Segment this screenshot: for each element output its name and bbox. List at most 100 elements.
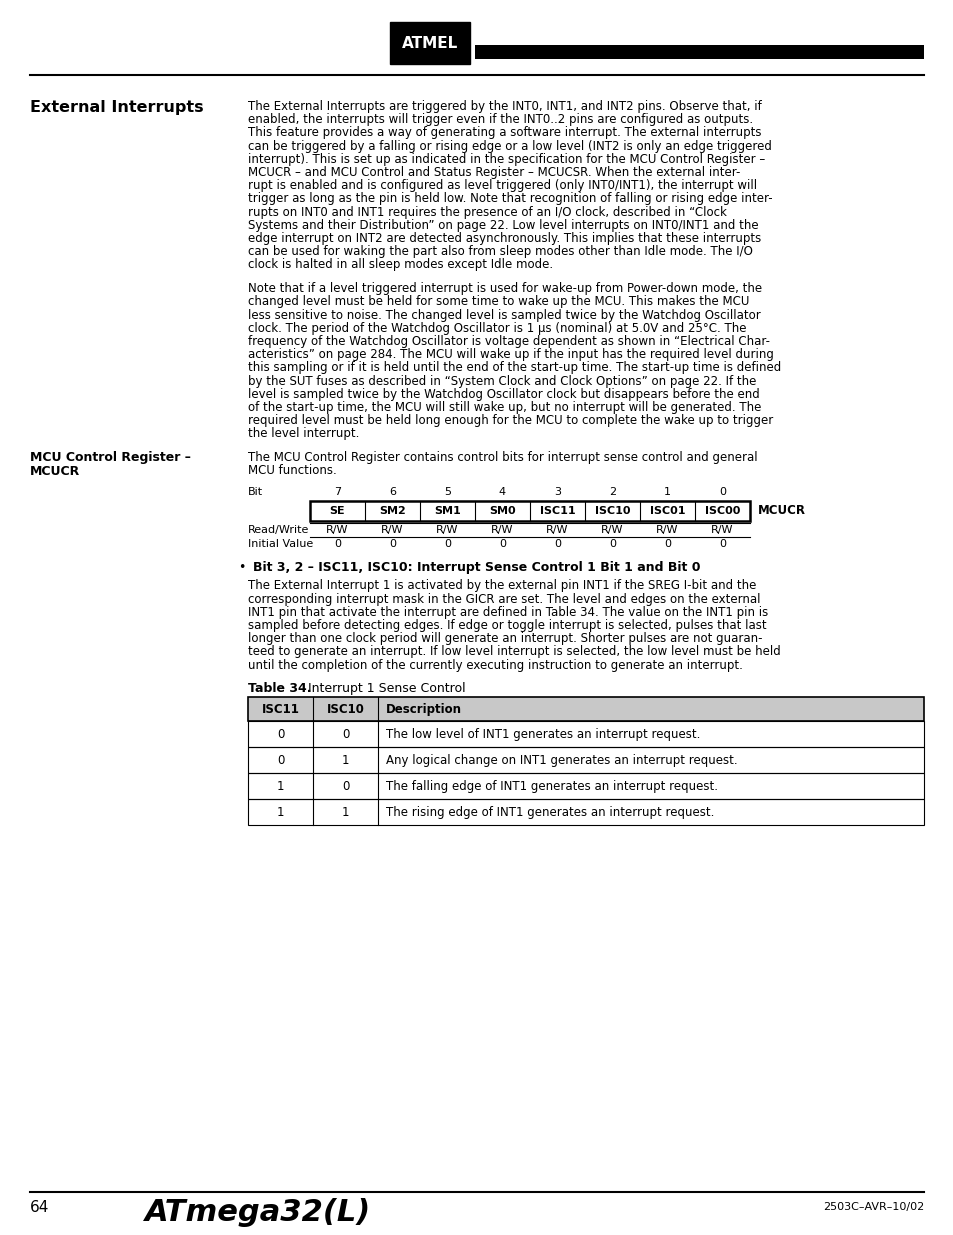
- Text: edge interrupt on INT2 are detected asynchronously. This implies that these inte: edge interrupt on INT2 are detected asyn…: [248, 232, 760, 245]
- Text: 1: 1: [341, 753, 349, 767]
- Text: Table 34.: Table 34.: [248, 682, 312, 695]
- Text: 0: 0: [276, 753, 284, 767]
- Text: this sampling or if it is held until the end of the start-up time. The start-up : this sampling or if it is held until the…: [248, 362, 781, 374]
- Text: The rising edge of INT1 generates an interrupt request.: The rising edge of INT1 generates an int…: [386, 805, 714, 819]
- Text: MCUCR: MCUCR: [758, 504, 805, 517]
- Text: R/W: R/W: [656, 525, 678, 535]
- Text: R/W: R/W: [491, 525, 514, 535]
- Bar: [248, 773, 923, 799]
- Text: ISC00: ISC00: [704, 506, 740, 516]
- Text: R/W: R/W: [381, 525, 403, 535]
- Text: 4: 4: [498, 487, 505, 496]
- Text: R/W: R/W: [436, 525, 458, 535]
- Text: The External Interrupt 1 is activated by the external pin INT1 if the SREG I-bit: The External Interrupt 1 is activated by…: [248, 579, 756, 593]
- Bar: [248, 721, 923, 747]
- Text: 0: 0: [608, 538, 616, 548]
- Text: enabled, the interrupts will trigger even if the INT0..2 pins are configured as : enabled, the interrupts will trigger eve…: [248, 114, 752, 126]
- Text: SM0: SM0: [489, 506, 516, 516]
- Text: R/W: R/W: [711, 525, 733, 535]
- Text: less sensitive to noise. The changed level is sampled twice by the Watchdog Osci: less sensitive to noise. The changed lev…: [248, 309, 760, 321]
- Text: 1: 1: [276, 779, 284, 793]
- Text: MCU functions.: MCU functions.: [248, 464, 336, 477]
- Text: Note that if a level triggered interrupt is used for wake-up from Power-down mod: Note that if a level triggered interrupt…: [248, 282, 761, 295]
- Text: ISC11: ISC11: [261, 703, 299, 716]
- Text: corresponding interrupt mask in the GICR are set. The level and edges on the ext: corresponding interrupt mask in the GICR…: [248, 593, 760, 605]
- Text: 0: 0: [663, 538, 670, 548]
- Text: MCUCR – and MCU Control and Status Register – MCUCSR. When the external inter-: MCUCR – and MCU Control and Status Regis…: [248, 165, 740, 179]
- Text: 1: 1: [341, 805, 349, 819]
- Text: 1: 1: [663, 487, 670, 496]
- Text: 0: 0: [719, 538, 725, 548]
- Bar: [248, 799, 923, 825]
- Text: level is sampled twice by the Watchdog Oscillator clock but disappears before th: level is sampled twice by the Watchdog O…: [248, 388, 759, 401]
- Text: The falling edge of INT1 generates an interrupt request.: The falling edge of INT1 generates an in…: [386, 779, 718, 793]
- Text: 1: 1: [276, 805, 284, 819]
- Text: of the start-up time, the MCU will still wake up, but no interrupt will be gener: of the start-up time, the MCU will still…: [248, 401, 760, 414]
- Text: can be triggered by a falling or rising edge or a low level (INT2 is only an edg: can be triggered by a falling or rising …: [248, 140, 771, 153]
- Text: INT1 pin that activate the interrupt are defined in Table 34. The value on the I: INT1 pin that activate the interrupt are…: [248, 605, 767, 619]
- Text: required level must be held long enough for the MCU to complete the wake up to t: required level must be held long enough …: [248, 414, 773, 427]
- Text: MCU Control Register –: MCU Control Register –: [30, 451, 191, 464]
- Text: ATmega32(L): ATmega32(L): [145, 1198, 371, 1228]
- Text: 6: 6: [389, 487, 395, 496]
- Text: longer than one clock period will generate an interrupt. Shorter pulses are not : longer than one clock period will genera…: [248, 632, 761, 645]
- Text: Description: Description: [386, 703, 461, 716]
- Bar: [390, 22, 470, 64]
- Text: Initial Value: Initial Value: [248, 538, 313, 548]
- Text: trigger as long as the pin is held low. Note that recognition of falling or risi: trigger as long as the pin is held low. …: [248, 193, 772, 205]
- Text: rupts on INT0 and INT1 requires the presence of an I/O clock, described in “Cloc: rupts on INT0 and INT1 requires the pres…: [248, 205, 726, 219]
- Text: The MCU Control Register contains control bits for interrupt sense control and g: The MCU Control Register contains contro…: [248, 451, 757, 464]
- Text: This feature provides a way of generating a software interrupt. The external int: This feature provides a way of generatin…: [248, 126, 760, 140]
- Text: 5: 5: [443, 487, 451, 496]
- Text: ATMEL: ATMEL: [401, 36, 457, 51]
- Text: 3: 3: [554, 487, 560, 496]
- Text: 2503C–AVR–10/02: 2503C–AVR–10/02: [821, 1202, 923, 1212]
- Text: ISC10: ISC10: [594, 506, 630, 516]
- Bar: [475, 44, 923, 59]
- Text: Bit: Bit: [248, 487, 263, 496]
- Text: 7: 7: [334, 487, 341, 496]
- Bar: [310, 500, 749, 521]
- Bar: [248, 698, 923, 721]
- Text: Systems and their Distribution” on page 22. Low level interrupts on INT0/INT1 an: Systems and their Distribution” on page …: [248, 219, 758, 232]
- Text: Interrupt 1 Sense Control: Interrupt 1 Sense Control: [299, 682, 465, 695]
- Text: interrupt). This is set up as indicated in the specification for the MCU Control: interrupt). This is set up as indicated …: [248, 153, 764, 165]
- Text: SM2: SM2: [378, 506, 405, 516]
- Text: the level interrupt.: the level interrupt.: [248, 427, 359, 441]
- Text: sampled before detecting edges. If edge or toggle interrupt is selected, pulses : sampled before detecting edges. If edge …: [248, 619, 766, 632]
- Text: SE: SE: [330, 506, 345, 516]
- Text: teed to generate an interrupt. If low level interrupt is selected, the low level: teed to generate an interrupt. If low le…: [248, 646, 780, 658]
- Text: 0: 0: [498, 538, 505, 548]
- Text: frequency of the Watchdog Oscillator is voltage dependent as shown in “Electrica: frequency of the Watchdog Oscillator is …: [248, 335, 769, 348]
- Text: can be used for waking the part also from sleep modes other than Idle mode. The : can be used for waking the part also fro…: [248, 246, 752, 258]
- Text: SM1: SM1: [434, 506, 460, 516]
- Text: Any logical change on INT1 generates an interrupt request.: Any logical change on INT1 generates an …: [386, 753, 737, 767]
- Text: clock is halted in all sleep modes except Idle mode.: clock is halted in all sleep modes excep…: [248, 258, 553, 272]
- Text: by the SUT fuses as described in “System Clock and Clock Options” on page 22. If: by the SUT fuses as described in “System…: [248, 374, 756, 388]
- Text: The External Interrupts are triggered by the INT0, INT1, and INT2 pins. Observe : The External Interrupts are triggered by…: [248, 100, 760, 112]
- Text: 0: 0: [334, 538, 340, 548]
- Text: 0: 0: [276, 727, 284, 741]
- Text: clock. The period of the Watchdog Oscillator is 1 μs (nominal) at 5.0V and 25°C.: clock. The period of the Watchdog Oscill…: [248, 322, 745, 335]
- Text: 64: 64: [30, 1200, 50, 1215]
- Text: rupt is enabled and is configured as level triggered (only INT0/INT1), the inter: rupt is enabled and is configured as lev…: [248, 179, 757, 193]
- Text: Bit 3, 2 – ISC11, ISC10: Interrupt Sense Control 1 Bit 1 and Bit 0: Bit 3, 2 – ISC11, ISC10: Interrupt Sense…: [253, 562, 700, 574]
- Text: Read/Write: Read/Write: [248, 525, 309, 535]
- Text: changed level must be held for some time to wake up the MCU. This makes the MCU: changed level must be held for some time…: [248, 295, 749, 309]
- Text: 0: 0: [389, 538, 395, 548]
- Text: External Interrupts: External Interrupts: [30, 100, 203, 115]
- Text: ISC01: ISC01: [649, 506, 684, 516]
- Text: acteristics” on page 284. The MCU will wake up if the input has the required lev: acteristics” on page 284. The MCU will w…: [248, 348, 773, 361]
- Text: The low level of INT1 generates an interrupt request.: The low level of INT1 generates an inter…: [386, 727, 700, 741]
- Text: MCUCR: MCUCR: [30, 466, 80, 478]
- Text: •: •: [237, 562, 245, 574]
- Text: 0: 0: [443, 538, 451, 548]
- Text: until the completion of the currently executing instruction to generate an inter: until the completion of the currently ex…: [248, 658, 742, 672]
- Text: 0: 0: [719, 487, 725, 496]
- Text: ISC10: ISC10: [326, 703, 364, 716]
- Text: R/W: R/W: [546, 525, 568, 535]
- Text: 0: 0: [341, 779, 349, 793]
- Text: 0: 0: [341, 727, 349, 741]
- Text: R/W: R/W: [600, 525, 623, 535]
- Text: 2: 2: [608, 487, 616, 496]
